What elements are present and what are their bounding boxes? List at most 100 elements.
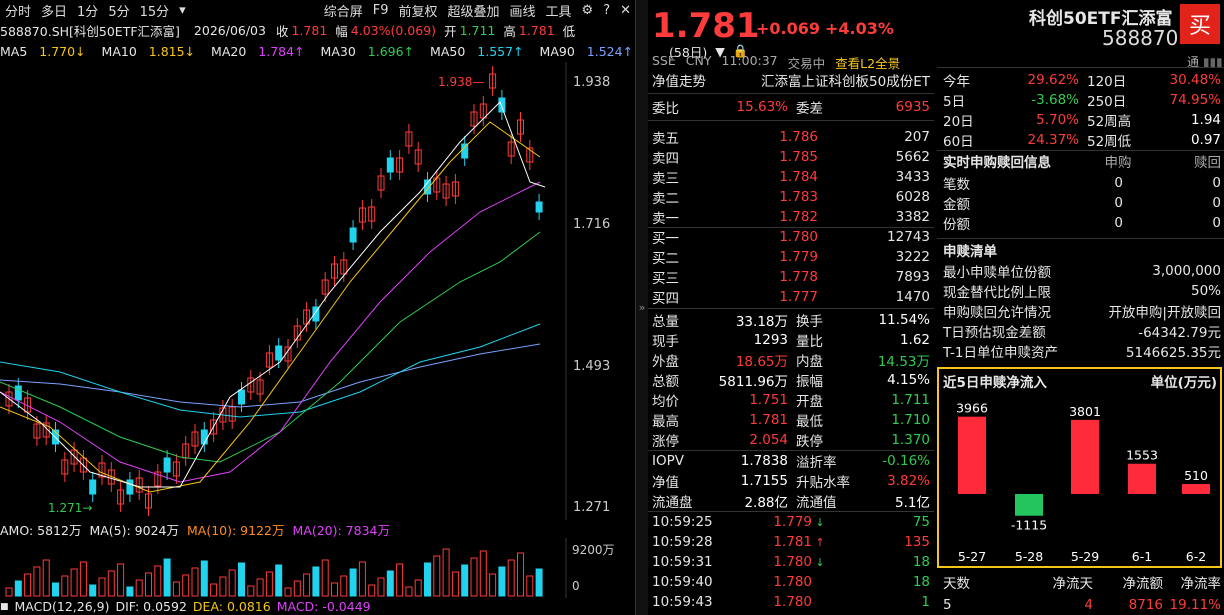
stat-label: 60日 bbox=[943, 134, 974, 150]
candle-body bbox=[200, 429, 208, 445]
last-price: 1.781 bbox=[652, 6, 760, 46]
macd-dif: DIF: 0.0592 bbox=[115, 599, 187, 614]
volume-bar bbox=[107, 570, 115, 597]
tab-intraday[interactable]: 分时 bbox=[5, 4, 32, 20]
tab-15min[interactable]: 15分 bbox=[139, 4, 170, 20]
ask-price: 1.783 bbox=[779, 189, 818, 205]
macd-dea: DEA: 0.0816 bbox=[192, 599, 271, 614]
volume-bar bbox=[14, 580, 22, 597]
ask-price: 1.786 bbox=[779, 129, 818, 145]
volume-bar bbox=[303, 573, 311, 597]
volume-chart[interactable]: 9200万 0 bbox=[0, 538, 636, 598]
amp-label: 幅 bbox=[335, 23, 348, 39]
candle-body bbox=[135, 477, 143, 493]
realtime-row: 份额 0 0 bbox=[943, 213, 1221, 233]
stat-value: -3.68% bbox=[1031, 92, 1079, 108]
collapse-icon[interactable]: » bbox=[638, 301, 646, 314]
panel-collapse-handle[interactable]: » bbox=[636, 0, 648, 615]
bid-price: 1.777 bbox=[779, 289, 818, 305]
tick-volume: 75 bbox=[912, 514, 930, 530]
bid-level-label: 买二 bbox=[652, 251, 679, 267]
volume-bar bbox=[358, 561, 366, 597]
summary-days: 5 bbox=[943, 597, 952, 613]
quote-time: 11:00:37 bbox=[721, 53, 778, 68]
tab-multiday[interactable]: 多日 bbox=[41, 4, 68, 20]
volume-bar bbox=[470, 557, 478, 597]
ask-level-label: 卖一 bbox=[652, 211, 679, 227]
overlay-button[interactable]: 超级叠加 bbox=[447, 4, 500, 20]
volume-zero-label: 0 bbox=[572, 579, 580, 593]
creation-label: 现金替代比例上限 bbox=[943, 285, 1051, 301]
tick-list[interactable]: 10:59:25 1.779 ↓ 75 10:59:28 1.781 ↑ 135 10:59:3… bbox=[652, 512, 930, 612]
volume-bar bbox=[368, 584, 376, 597]
ask-row: 卖二 1.783 6028 bbox=[652, 187, 930, 207]
volume-bar bbox=[228, 569, 236, 597]
volume-bar bbox=[414, 579, 422, 597]
volume-bar bbox=[507, 559, 515, 597]
close-icon[interactable]: ✕ bbox=[620, 2, 631, 18]
period-dropdown[interactable]: ▾ bbox=[179, 2, 186, 18]
candles bbox=[5, 66, 543, 516]
inflow-unit: 单位(万元) bbox=[1150, 375, 1217, 391]
candle-body bbox=[517, 119, 524, 135]
candlestick-chart[interactable]: 1.938 1.716 1.493 1.271 1.938— 1.271→ bbox=[0, 62, 636, 520]
nav-row[interactable]: 净值走势 汇添富上证科创板50成份ET bbox=[652, 70, 930, 90]
candle-body bbox=[117, 489, 125, 505]
candle-body bbox=[498, 97, 506, 113]
stat-value: 30.48% bbox=[1169, 72, 1221, 88]
candle-body bbox=[79, 457, 87, 473]
days-selector[interactable]: (58日) bbox=[669, 44, 708, 60]
ma50-value: 1.557↑ bbox=[477, 43, 524, 59]
realtime-title: 实时申购赎回信息 bbox=[943, 155, 1051, 171]
macd-icon[interactable]: ■ bbox=[0, 601, 9, 612]
trade-stats: 总量 33.18万 换手 11.54% 现手 1293 量比 1.62 外盘 18.65万 内盘 14… bbox=[652, 310, 930, 450]
bid-price: 1.778 bbox=[779, 269, 818, 285]
tools-button[interactable]: 工具 bbox=[545, 4, 572, 20]
tab-5min[interactable]: 5分 bbox=[108, 4, 130, 20]
stat-value: -0.16% bbox=[882, 453, 930, 469]
help-icon[interactable]: ? bbox=[603, 2, 611, 18]
volume-bar bbox=[247, 585, 255, 597]
ma20-line bbox=[0, 181, 541, 483]
realtime-col-redeem: 赎回 bbox=[1194, 155, 1221, 171]
tick-direction-icon: ↓ bbox=[815, 555, 825, 569]
adjust-button[interactable]: 前复权 bbox=[398, 4, 438, 20]
inflow-bar-label: -1115 bbox=[1011, 518, 1047, 533]
inflow-bar bbox=[1015, 494, 1043, 516]
stat-row: 今年 29.62% 120日 30.48% bbox=[943, 70, 1221, 90]
quote-info-bar: 588870.SH[科创50ETF汇添富] 2026/06/03 收 1.781… bbox=[0, 20, 636, 40]
candle-body bbox=[228, 406, 236, 422]
stat-value: 24.37% bbox=[1027, 132, 1079, 148]
stat-row: 外盘 18.65万 内盘 14.53万 bbox=[652, 350, 930, 370]
f9-button[interactable]: F9 bbox=[372, 2, 389, 18]
ask-volume: 6028 bbox=[895, 189, 930, 205]
inflow-bar-chart[interactable]: 3966 5-27 -1115 5-28 3801 5-29 1553 6-1 510 6-2 bbox=[939, 389, 1220, 566]
ma50-line bbox=[0, 323, 541, 418]
price-change-pct: +4.03% bbox=[825, 19, 894, 38]
ma30-legend: MA30 1.696↑ bbox=[321, 44, 423, 59]
volume-bar bbox=[377, 577, 385, 597]
stat-label: 最低 bbox=[796, 414, 823, 430]
chevron-down-icon[interactable]: ▼ bbox=[715, 43, 725, 59]
l2-link[interactable]: 查看L2全景 bbox=[835, 56, 901, 71]
candle-body bbox=[256, 379, 264, 395]
inflow-category-label: 6-2 bbox=[1186, 549, 1206, 564]
volume-bar bbox=[52, 582, 59, 597]
ma20-label: MA20 bbox=[211, 43, 247, 59]
inflow-category-label: 5-27 bbox=[958, 549, 986, 564]
volume-bar bbox=[33, 566, 41, 597]
tab-1min[interactable]: 1分 bbox=[77, 4, 99, 20]
open-label: 开 bbox=[444, 23, 457, 39]
quote-panel: 1.781 +0.069 +4.03% SSE CNY 11:00:37 交易中… bbox=[648, 0, 934, 615]
lock-icon[interactable]: 🔒 bbox=[732, 43, 749, 58]
gear-icon[interactable]: ⚙ bbox=[581, 2, 594, 18]
draw-button[interactable]: 画线 bbox=[509, 4, 536, 20]
stat-value: 5.70% bbox=[1036, 112, 1079, 128]
ask-price: 1.785 bbox=[779, 149, 818, 165]
volume-bar bbox=[24, 573, 32, 597]
buy-button[interactable]: 买 bbox=[1180, 4, 1220, 44]
ask-volume: 3433 bbox=[895, 169, 930, 185]
low-marker: 1.271→ bbox=[48, 501, 92, 515]
inflow-category-label: 5-29 bbox=[1071, 549, 1099, 564]
composite-screen-button[interactable]: 综合屏 bbox=[323, 4, 363, 20]
